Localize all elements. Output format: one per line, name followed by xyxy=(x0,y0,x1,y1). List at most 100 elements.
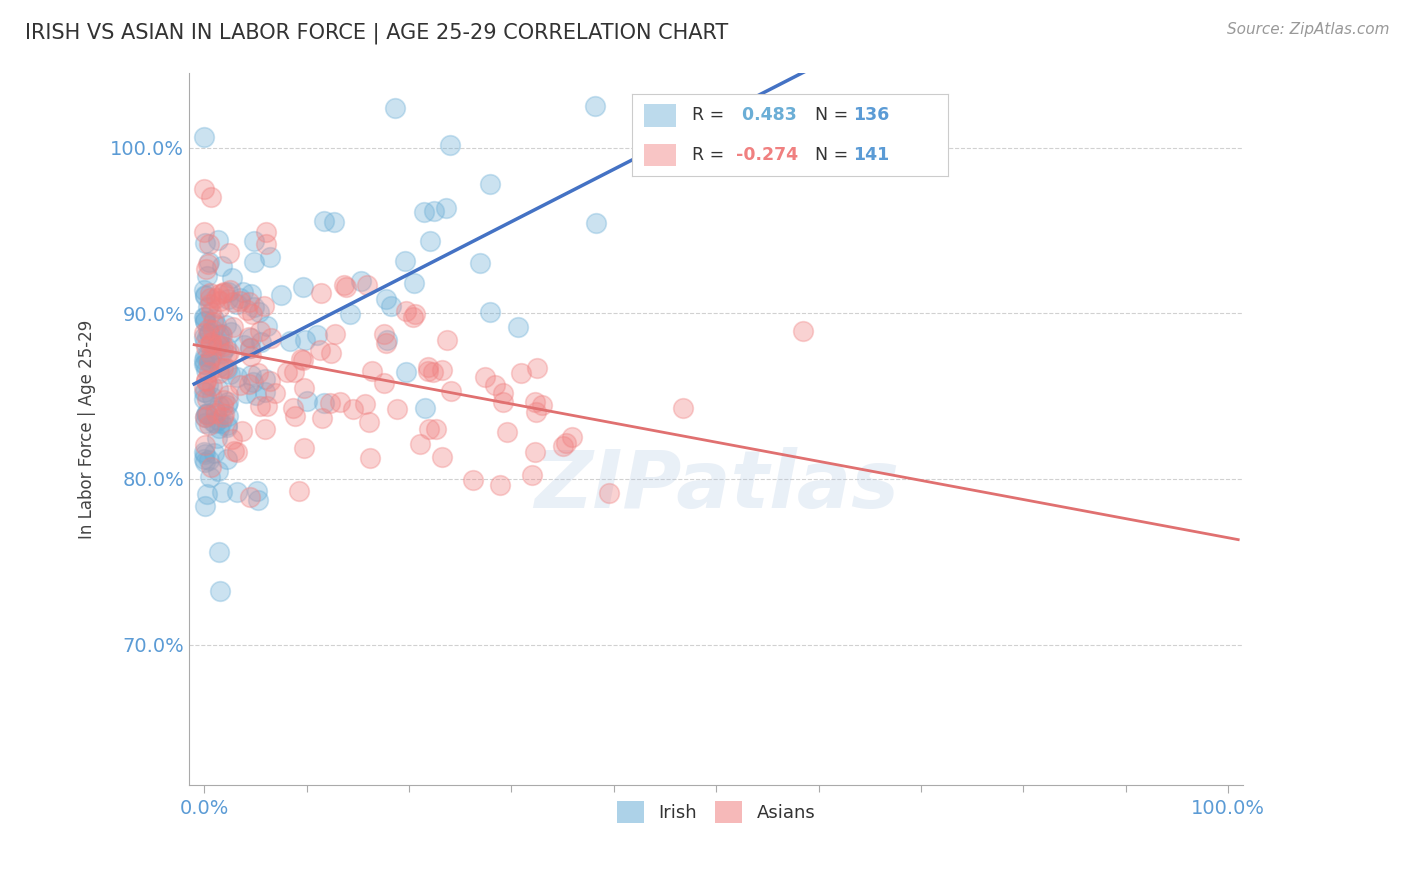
Point xyxy=(200,348,222,362)
Point xyxy=(238,341,260,355)
Point xyxy=(200,190,222,204)
Point xyxy=(228,378,250,392)
Point xyxy=(208,286,231,301)
Point xyxy=(207,464,229,478)
Point xyxy=(208,399,231,413)
Point xyxy=(375,333,398,347)
Point xyxy=(292,441,315,455)
Point xyxy=(461,473,484,487)
Point xyxy=(215,398,238,412)
Point xyxy=(256,399,278,413)
Point xyxy=(236,302,259,317)
Point xyxy=(200,335,222,350)
Point xyxy=(387,402,409,417)
Point xyxy=(193,410,215,425)
Point xyxy=(311,411,333,425)
Point xyxy=(484,378,506,392)
Point xyxy=(523,395,546,409)
Point xyxy=(204,312,226,326)
Point xyxy=(249,400,271,414)
Point xyxy=(205,431,228,445)
Point xyxy=(195,373,218,387)
Point xyxy=(200,470,222,484)
Point xyxy=(253,422,276,436)
Point xyxy=(208,301,231,316)
Point xyxy=(531,398,554,412)
Point xyxy=(561,430,583,444)
Point xyxy=(193,226,215,240)
Point xyxy=(276,365,298,379)
Point xyxy=(204,406,226,420)
Point xyxy=(231,424,253,438)
Point xyxy=(291,353,314,368)
Point xyxy=(193,444,215,458)
Point xyxy=(270,288,292,302)
Point xyxy=(432,363,454,377)
Point xyxy=(209,327,232,342)
Point xyxy=(278,334,301,349)
Point xyxy=(253,385,276,400)
Point xyxy=(211,259,233,273)
Point xyxy=(243,234,266,248)
Point xyxy=(253,299,276,313)
Point xyxy=(207,367,229,381)
Point xyxy=(555,436,578,450)
Point xyxy=(242,375,264,389)
Point xyxy=(404,276,426,290)
Point xyxy=(200,305,222,319)
Point xyxy=(211,286,233,301)
Point xyxy=(479,304,502,318)
Point xyxy=(201,315,224,329)
Point xyxy=(222,295,245,310)
Point xyxy=(239,341,262,355)
Point xyxy=(193,334,215,349)
Point xyxy=(423,203,446,218)
Point xyxy=(357,415,380,429)
Point xyxy=(322,214,344,228)
Point xyxy=(384,101,406,115)
Point xyxy=(208,328,231,343)
Point xyxy=(217,285,239,299)
Point xyxy=(217,409,239,423)
Point xyxy=(325,326,347,341)
Point xyxy=(218,246,240,260)
Point xyxy=(281,401,304,416)
Point xyxy=(198,417,221,432)
Point xyxy=(585,216,607,230)
Point xyxy=(195,392,218,406)
Point xyxy=(194,374,217,388)
Point xyxy=(218,344,240,359)
Point xyxy=(256,237,278,252)
Point xyxy=(233,337,256,351)
Point xyxy=(193,330,215,344)
Point xyxy=(212,393,235,408)
Point xyxy=(201,390,224,404)
Point xyxy=(226,296,249,310)
Point xyxy=(524,405,547,419)
Point xyxy=(209,416,232,430)
Point xyxy=(208,294,231,309)
Point xyxy=(240,368,263,383)
Point xyxy=(193,283,215,297)
Point xyxy=(375,292,398,306)
Point xyxy=(201,379,224,393)
Point xyxy=(319,395,342,409)
Point xyxy=(314,396,336,410)
Point xyxy=(207,337,229,351)
Point xyxy=(222,443,245,458)
Point xyxy=(207,413,229,427)
Point xyxy=(221,271,243,285)
Point xyxy=(219,325,242,339)
Point xyxy=(215,346,238,360)
Point xyxy=(212,343,235,358)
Point xyxy=(193,326,215,340)
Point xyxy=(193,129,215,144)
Point xyxy=(200,351,222,365)
Point xyxy=(354,397,377,411)
Point xyxy=(195,362,218,376)
Point xyxy=(200,459,222,474)
Point xyxy=(551,439,574,453)
Point xyxy=(238,377,260,392)
Point xyxy=(404,307,426,321)
Y-axis label: In Labor Force | Age 25-29: In Labor Force | Age 25-29 xyxy=(79,319,96,539)
